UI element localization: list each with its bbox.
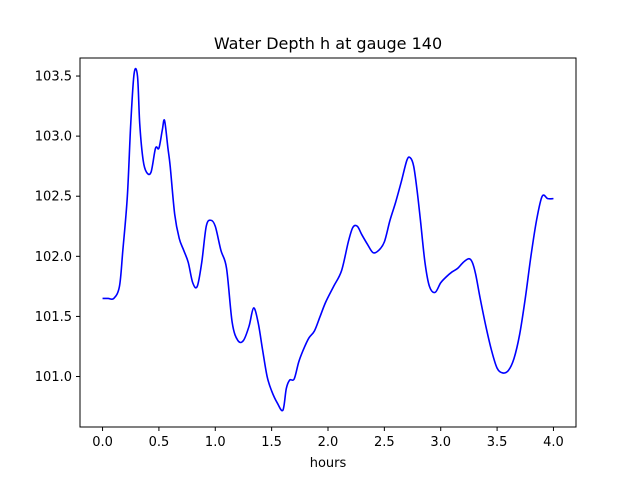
x-tick-label: 1.5 (261, 435, 282, 450)
x-axis: 0.0 0.5 1.0 1.5 2.0 2.5 3.0 3.5 4.0 (92, 427, 564, 450)
x-tick-label: 2.0 (318, 435, 339, 450)
x-tick-label: 0.0 (92, 435, 113, 450)
y-tick-label: 103.0 (35, 130, 72, 145)
y-tick-label: 102.5 (35, 190, 72, 205)
y-tick-label: 102.0 (35, 250, 72, 265)
x-tick-label: 2.5 (374, 435, 395, 450)
y-tick-label: 103.5 (35, 70, 72, 85)
x-tick-label: 1.0 (205, 435, 226, 450)
chart-title: Water Depth h at gauge 140 (214, 34, 442, 53)
x-axis-label: hours (310, 456, 347, 471)
series-line-0 (102, 67, 554, 412)
x-tick-label: 0.5 (149, 435, 170, 450)
x-tick-label: 3.5 (487, 435, 508, 450)
y-tick-label: 101.5 (35, 310, 72, 325)
x-tick-label: 4.0 (543, 435, 564, 450)
y-tick-label: 101.0 (35, 370, 72, 385)
x-tick-label: 3.0 (430, 435, 451, 450)
series-layer (102, 67, 554, 412)
y-axis: 101.0 101.5 102.0 102.5 103.0 103.5 (35, 70, 80, 385)
